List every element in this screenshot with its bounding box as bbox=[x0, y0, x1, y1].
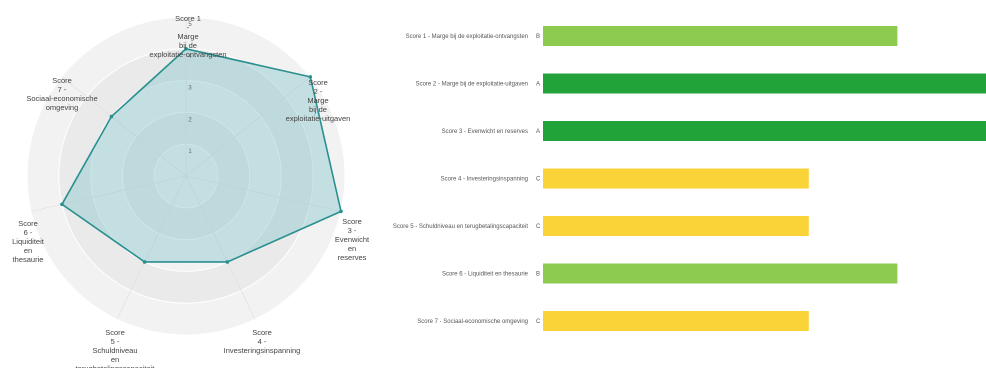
radar-axis-label: en bbox=[111, 355, 119, 364]
radar-axis-label: bij de bbox=[179, 41, 197, 50]
radar-point bbox=[142, 260, 147, 264]
bar bbox=[543, 263, 898, 284]
radar-axis-label: Schuldniveau bbox=[92, 346, 137, 355]
bar-grade-label: B bbox=[536, 34, 540, 40]
radar-tick-label: 1 bbox=[188, 149, 192, 155]
radar-axis-label: exploitatie-ontvangsten bbox=[149, 50, 226, 59]
bar bbox=[543, 168, 809, 189]
radar-point bbox=[184, 47, 188, 51]
radar-tick-label: 5 bbox=[188, 22, 192, 28]
radar-axis-label: exploitatie-uitgaven bbox=[286, 114, 351, 123]
radar-axis-label: Score bbox=[52, 76, 72, 85]
radar-axis-label: Score bbox=[18, 219, 38, 228]
radar-spoke bbox=[185, 76, 311, 177]
radar-axis-label: en bbox=[24, 246, 32, 255]
radar-axis-label: Marge bbox=[307, 96, 328, 105]
radar-axis-label: 3 - bbox=[348, 226, 357, 235]
radar-axis-label: thesaurie bbox=[13, 255, 44, 264]
radar-axis-label: bij de bbox=[309, 105, 327, 114]
radar-point bbox=[109, 114, 114, 119]
radar-axis-label: terugbetalingscapaciteit bbox=[76, 364, 156, 368]
bar-category-label: Score 6 - Liquiditeit en thesaurie bbox=[442, 272, 529, 278]
radar-spoke bbox=[61, 76, 187, 177]
radar-axis-label: 7 - bbox=[58, 85, 67, 94]
radar-point bbox=[308, 75, 313, 79]
bar bbox=[543, 73, 986, 94]
bar-grade-label: C bbox=[536, 224, 541, 230]
radar-series-area bbox=[60, 47, 342, 263]
radar-axis-label: Investeringsinspanning bbox=[224, 346, 301, 355]
radar-spoke bbox=[30, 175, 187, 212]
radar-point bbox=[60, 202, 64, 207]
radar-axis-label: 4 - bbox=[258, 337, 267, 346]
bar-category-label: Score 3 - Evenwicht en reserves bbox=[442, 129, 528, 135]
radar-axis-label: en bbox=[348, 244, 356, 253]
bar bbox=[543, 26, 898, 46]
bar-category-label: Score 1 - Marge bij de exploitatie-ontva… bbox=[406, 34, 528, 40]
bar-grade-label: C bbox=[536, 177, 541, 183]
bar-grade-label: A bbox=[536, 82, 540, 88]
bar-category-label: Score 2 - Marge bij de exploitatie-uitga… bbox=[416, 82, 528, 88]
bar bbox=[543, 121, 986, 141]
bar-category-label: Score 4 - Investeringsinspanning bbox=[441, 177, 528, 183]
bar-grade-label: A bbox=[536, 129, 540, 135]
radar-axis-label: reserves bbox=[338, 253, 367, 262]
radar-axis-label: Score bbox=[308, 78, 328, 87]
radar-point bbox=[339, 209, 343, 214]
radar-axis-label: 5 - bbox=[111, 337, 120, 346]
radar-axis-label: 6 - bbox=[24, 228, 33, 237]
bar bbox=[543, 216, 809, 236]
radar-axis-label: Liquiditeit bbox=[12, 237, 45, 246]
radar-axis-label: - bbox=[187, 23, 190, 32]
radar-spoke bbox=[185, 175, 256, 320]
radar-axis-label: Score bbox=[342, 217, 362, 226]
radar-spoke bbox=[185, 175, 342, 212]
radar-spoke bbox=[116, 175, 187, 320]
radar-point bbox=[225, 260, 230, 264]
radar-tick-label: 3 bbox=[188, 86, 192, 92]
bar-category-label: Score 5 - Schuldniveau en terugbetalings… bbox=[393, 224, 528, 230]
radar-axis-label: Score bbox=[105, 328, 125, 337]
bar-grade-label: B bbox=[536, 272, 540, 278]
radar-tick-label: 4 bbox=[188, 54, 192, 60]
radar-tick-label: 2 bbox=[188, 117, 192, 123]
bar bbox=[543, 311, 809, 331]
bar-category-label: Score 7 - Sociaal-economische omgeving bbox=[417, 319, 528, 325]
radar-axis-label: Score bbox=[252, 328, 272, 337]
radar-axis-label: omgeving bbox=[46, 103, 79, 112]
radar-axis-label: Sociaal-economische bbox=[26, 94, 97, 103]
radar-axis-label: 2 - bbox=[314, 87, 323, 96]
bar-grade-label: C bbox=[536, 319, 541, 325]
bar-chart: Score 1 - Marge bij de exploitatie-ontva… bbox=[393, 26, 986, 331]
radar-axis-label: Marge bbox=[177, 32, 198, 41]
radar-axis-label: Evenwicht bbox=[335, 235, 370, 244]
radar-axis-label: Score 1 bbox=[175, 14, 201, 23]
